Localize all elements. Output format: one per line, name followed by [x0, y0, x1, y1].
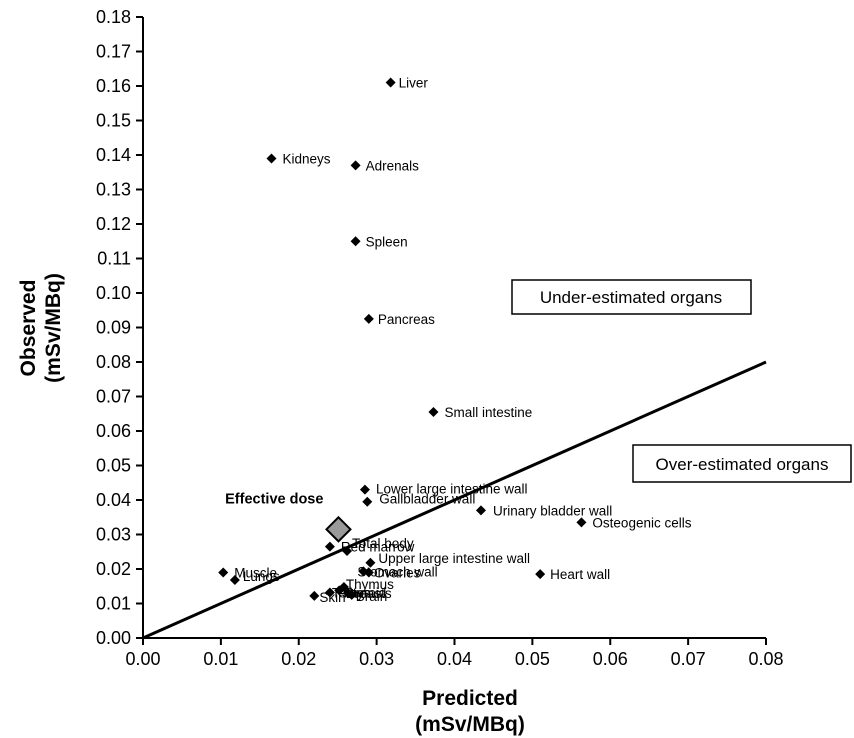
point-label-brain: Brain — [356, 589, 388, 604]
point-adrenals — [350, 160, 361, 171]
x-tick-label: 0.05 — [515, 649, 550, 669]
point-heart-wall — [535, 569, 546, 580]
point-label-adrenals: Adrenals — [366, 158, 420, 173]
point-urinary-bladder-wall — [475, 505, 486, 516]
point-label-total-body: Total body — [352, 536, 414, 551]
y-tick-label: 0.11 — [97, 249, 131, 269]
point-label-breasts: Breasts — [346, 586, 392, 601]
point-lungs — [229, 575, 240, 586]
y-tick-label: 0.01 — [96, 594, 131, 614]
y-tick-label: 0.07 — [96, 387, 131, 407]
point-label-red-marrow: Red marrow — [341, 540, 415, 555]
y-tick-label: 0.13 — [96, 180, 131, 200]
y-tick-label: 0.04 — [96, 490, 131, 510]
point-label-heart-wall: Heart wall — [550, 567, 610, 582]
y-tick-label: 0.05 — [96, 456, 131, 476]
x-tick-label: 0.04 — [437, 649, 472, 669]
point-label-thymus: Thymus — [346, 577, 394, 592]
point-label-liver: Liver — [399, 76, 429, 91]
point-thyroid — [334, 585, 345, 596]
y-tick-label: 0.17 — [96, 42, 131, 62]
y-tick-label: 0.16 — [96, 76, 131, 96]
reference-line — [142, 360, 767, 640]
point-small-intestine — [428, 407, 439, 418]
point-label-lower-large-intestine-wall: Lower large intestine wall — [376, 482, 528, 497]
annotation-under-estimated: Under-estimated organs — [511, 279, 752, 315]
point-label-skin: Skin — [319, 590, 345, 605]
point-label-upper-large-intestine-wall: Upper large intestine wall — [378, 551, 530, 566]
point-label-lungs: Lungs — [243, 569, 280, 584]
point-skin — [309, 590, 320, 601]
point-osteogenic-cells — [576, 517, 587, 528]
y-tick-label: 0.08 — [96, 352, 131, 372]
point-label-spleen: Spleen — [366, 234, 408, 249]
point-brain — [346, 589, 357, 600]
y-axis-title: Observed — [17, 280, 40, 377]
point-spleen — [350, 236, 361, 247]
effective-dose-marker — [325, 515, 352, 543]
y-tick-label: 0.03 — [96, 525, 131, 545]
x-tick-label: 0.08 — [748, 649, 783, 669]
point-kidneys — [266, 153, 277, 164]
point-label-pancreas: Pancreas — [378, 312, 435, 327]
point-label-osteogenic-cells: Osteogenic cells — [592, 515, 691, 530]
data-points: Liver Kidneys Adrenals Spleen Pancreas Small … — [218, 76, 692, 605]
point-label-muscle: Muscle — [234, 565, 277, 580]
y-tick-label: 0.00 — [96, 628, 131, 648]
annotation-over-estimated-text: Over-estimated organs — [656, 455, 829, 474]
point-total-body — [342, 546, 353, 557]
point-label-gallbladder-wall: Gallbladder wall — [379, 492, 475, 507]
point-label-stomach-wall: Stomach wall — [357, 564, 437, 579]
point-label-kidneys: Kidneys — [282, 151, 330, 166]
point-red-marrow — [324, 541, 335, 552]
y-tick-label: 0.09 — [96, 318, 131, 338]
x-tick-label: 0.07 — [671, 649, 706, 669]
x-tick-label: 0.03 — [359, 649, 394, 669]
effective-dose-group: Effective dose — [225, 491, 352, 543]
point-pancreas — [363, 313, 374, 324]
y-tick-label: 0.18 — [96, 7, 131, 27]
x-tick-label: 0.06 — [593, 649, 628, 669]
x-tick-label: 0.00 — [125, 649, 160, 669]
y-tick-label: 0.12 — [96, 214, 131, 234]
point-label-urinary-bladder-wall: Urinary bladder wall — [493, 503, 612, 518]
point-label-testes: Testes — [332, 585, 371, 600]
point-ovaries — [363, 567, 374, 578]
y-axis-unit: (mSv/MBq) — [42, 273, 65, 383]
point-muscle — [218, 567, 229, 578]
point-gallbladder-wall — [362, 496, 373, 507]
point-upper-large-intestine-wall — [365, 557, 376, 568]
y-axis-ticks: 0.00 0.01 0.02 0.03 0.04 0.05 0.06 0.07 0.08 0.09… — [96, 7, 143, 648]
x-axis-unit: (mSv/MBq) — [415, 713, 525, 736]
y-tick-label: 0.10 — [96, 283, 131, 303]
effective-dose-label: Effective dose — [225, 491, 323, 507]
point-liver — [385, 77, 396, 88]
x-tick-label: 0.01 — [203, 649, 238, 669]
x-tick-label: 0.02 — [281, 649, 316, 669]
point-testes — [324, 587, 335, 598]
point-label-ovaries: Ovaries — [374, 565, 421, 580]
y-tick-label: 0.15 — [96, 111, 131, 131]
y-tick-label: 0.02 — [96, 559, 131, 579]
x-axis-title: Predicted — [422, 687, 518, 710]
annotation-over-estimated: Over-estimated organs — [632, 444, 852, 483]
y-tick-label: 0.14 — [96, 145, 131, 165]
point-label-small-intestine: Small intestine — [444, 405, 532, 420]
point-lower-large-intestine-wall — [359, 484, 370, 495]
y-tick-label: 0.06 — [96, 421, 131, 441]
x-axis-ticks: 0.00 0.01 0.02 0.03 0.04 0.05 0.06 0.07 0.08 — [125, 638, 784, 669]
annotation-under-estimated-text: Under-estimated organs — [540, 288, 722, 307]
